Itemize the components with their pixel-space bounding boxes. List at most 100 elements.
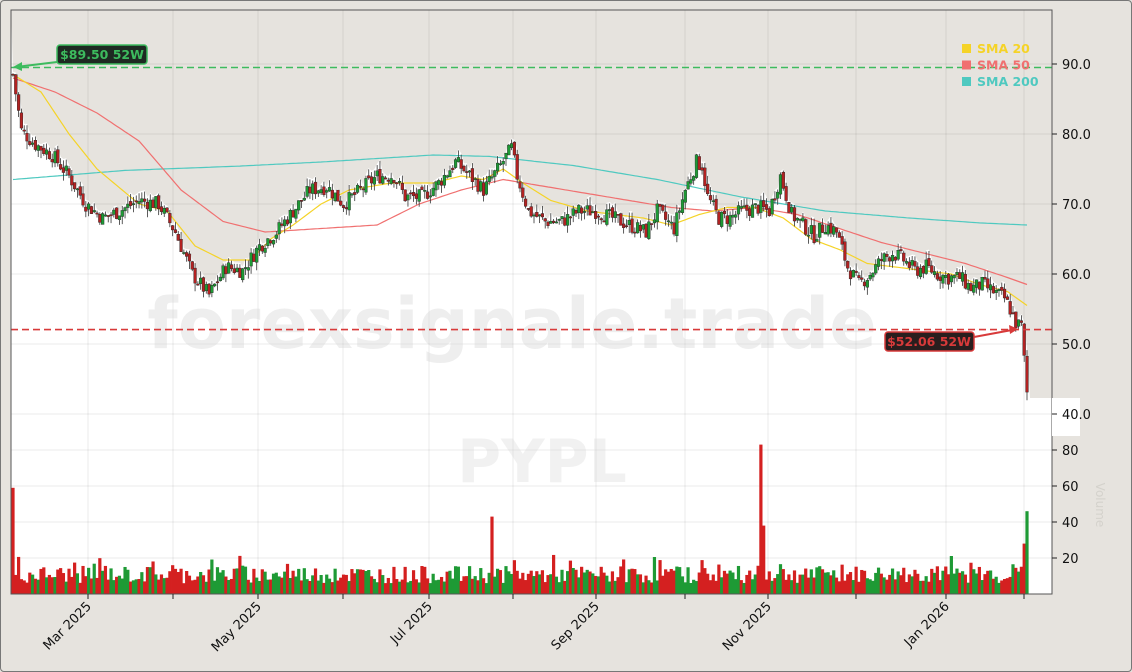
candle-body — [378, 169, 382, 184]
volume-bar — [87, 567, 91, 594]
candle-body — [652, 219, 657, 224]
candle-body — [694, 154, 699, 178]
candle-body — [896, 250, 900, 260]
volume-bar — [532, 576, 536, 594]
candle-body — [353, 192, 357, 195]
candle-body — [756, 204, 760, 214]
candle-body — [736, 205, 741, 215]
volume-bar — [896, 571, 900, 594]
price-tick-label: 60.0 — [1062, 268, 1091, 283]
volume-bar — [389, 583, 393, 594]
volume-bar — [19, 579, 24, 594]
candle-body — [308, 186, 312, 194]
candle-body — [350, 193, 354, 196]
volume-bar — [134, 579, 138, 594]
date-tick-label: May 2025 — [209, 599, 265, 655]
volume-bar — [518, 578, 522, 594]
candle-body — [311, 183, 315, 194]
volume-bar — [941, 570, 945, 594]
volume-bar — [269, 579, 273, 594]
volume-bar — [927, 581, 931, 594]
volume-bar — [596, 576, 601, 594]
candle-body — [425, 191, 430, 199]
candle-body — [249, 252, 253, 267]
volume-bar — [504, 566, 508, 594]
candle-body — [451, 167, 455, 170]
candle-body — [546, 221, 550, 226]
volume-bar — [787, 574, 791, 594]
volume-bar — [918, 580, 923, 594]
volume-bar — [560, 569, 564, 594]
volume-bars — [11, 444, 1029, 594]
volume-bar — [557, 582, 561, 594]
volume-bar — [185, 571, 189, 594]
volume-bar — [1025, 511, 1029, 594]
volume-bar — [543, 582, 547, 594]
candle-body — [851, 270, 855, 278]
volume-bar — [473, 576, 477, 594]
volume-bar — [714, 580, 718, 594]
volume-bar — [350, 569, 354, 594]
volume-bar — [470, 578, 474, 594]
volume-bar — [84, 576, 88, 594]
candle-body — [162, 208, 166, 214]
candle-body — [767, 208, 771, 216]
volume-bar — [888, 574, 892, 594]
candle-body — [610, 207, 615, 218]
volume-bar — [739, 580, 743, 594]
volume-bar — [588, 571, 592, 594]
volume-bar — [339, 577, 343, 594]
candle-body — [347, 192, 351, 211]
candle-body — [14, 74, 18, 95]
candle-body — [946, 273, 951, 285]
volume-bar — [515, 570, 519, 594]
candle-body — [439, 181, 444, 186]
volume-bar — [98, 558, 102, 594]
candle-body — [801, 217, 805, 222]
volume-bar — [582, 572, 587, 594]
candle-body — [753, 203, 757, 205]
candle-body — [1019, 320, 1023, 323]
volume-bar — [199, 571, 203, 594]
volume-bar — [168, 571, 172, 594]
volume-bar — [902, 567, 906, 594]
candle-body — [493, 170, 497, 177]
candle-body — [706, 183, 710, 195]
x-axis-ticks: Mar 2025 May 2025 Jul 2025 Sep 2025 Nov 2025… — [41, 594, 1025, 655]
volume-bar — [585, 569, 589, 594]
volume-bar — [428, 583, 432, 594]
volume-bar — [336, 580, 340, 594]
volume-bar — [759, 444, 763, 594]
candle-body — [762, 200, 766, 208]
volume-bar — [173, 568, 178, 594]
volume-bar — [773, 578, 777, 594]
candle-body — [725, 215, 729, 224]
date-tick-label: Nov 2025 — [720, 599, 775, 654]
candle-body — [907, 261, 911, 268]
volume-bar — [613, 580, 617, 594]
volume-bar — [801, 574, 805, 594]
candle-body — [927, 258, 931, 266]
candle-body — [540, 213, 545, 218]
candle-body — [187, 253, 192, 262]
volume-bar — [353, 573, 357, 594]
candle-body — [994, 289, 998, 293]
candle-body — [566, 214, 570, 226]
candle-body — [613, 211, 617, 219]
volume-bar — [862, 570, 867, 594]
candle-body — [616, 214, 620, 216]
candle-body — [59, 164, 63, 170]
volume-tick-label: 40 — [1062, 516, 1079, 531]
price-tick-label: 70.0 — [1062, 198, 1091, 213]
volume-bar — [481, 578, 486, 594]
volume-bar — [246, 579, 250, 594]
volume-bar — [425, 578, 430, 594]
candle-body — [397, 181, 402, 183]
volume-bar — [538, 574, 542, 594]
volume-bar — [263, 571, 267, 594]
volume-bar — [151, 561, 155, 594]
candle-body — [498, 163, 502, 166]
candle-body — [815, 239, 819, 242]
candle-body — [126, 203, 130, 208]
candle-body — [955, 272, 959, 275]
